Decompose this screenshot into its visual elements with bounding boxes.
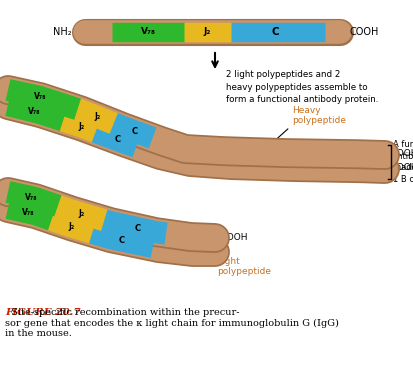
Text: J₂: J₂ [94,112,100,121]
Text: Heavy
polypeptide: Heavy polypeptide [291,106,345,125]
Text: J₂: J₂ [203,27,210,36]
Text: NH₂: NH₂ [53,27,72,37]
Text: C: C [114,135,120,144]
Text: –COOH: –COOH [216,232,248,241]
Text: V₇₈: V₇₈ [33,92,46,102]
Text: V₇₈: V₇₈ [22,208,34,217]
Text: –COOH: –COOH [386,164,413,173]
Text: V₇₈: V₇₈ [140,27,155,36]
Text: A functiona
antibody
made in
1 B cell: A functiona antibody made in 1 B cell [392,140,413,184]
Text: 2 light polypeptides and 2
heavy polypeptides assemble to
form a functional anti: 2 light polypeptides and 2 heavy polypep… [225,70,377,104]
Text: NH₂: NH₂ [5,188,22,197]
Text: –COOH: –COOH [386,150,413,159]
Text: V₇₈: V₇₈ [28,107,40,116]
Text: FIGURE 20.7: FIGURE 20.7 [5,308,81,317]
Text: V₇₈: V₇₈ [24,193,37,202]
Text: C: C [271,27,278,37]
Text: Site-specific recombination within the precur-
sor gene that encodes the κ light: Site-specific recombination within the p… [5,308,338,338]
Text: –COOH: –COOH [189,146,220,155]
Text: J₂: J₂ [78,209,84,218]
Text: C: C [131,127,137,136]
Text: Light
polypeptide: Light polypeptide [216,257,271,276]
Text: C: C [119,236,125,245]
Text: C: C [134,224,140,233]
Text: NH₂: NH₂ [5,100,22,109]
Text: COOH: COOH [349,27,378,37]
Text: J₂: J₂ [69,222,75,231]
Text: NH₂: NH₂ [5,85,22,94]
Text: NH₂: NH₂ [5,203,22,211]
Text: J₂: J₂ [78,122,84,131]
